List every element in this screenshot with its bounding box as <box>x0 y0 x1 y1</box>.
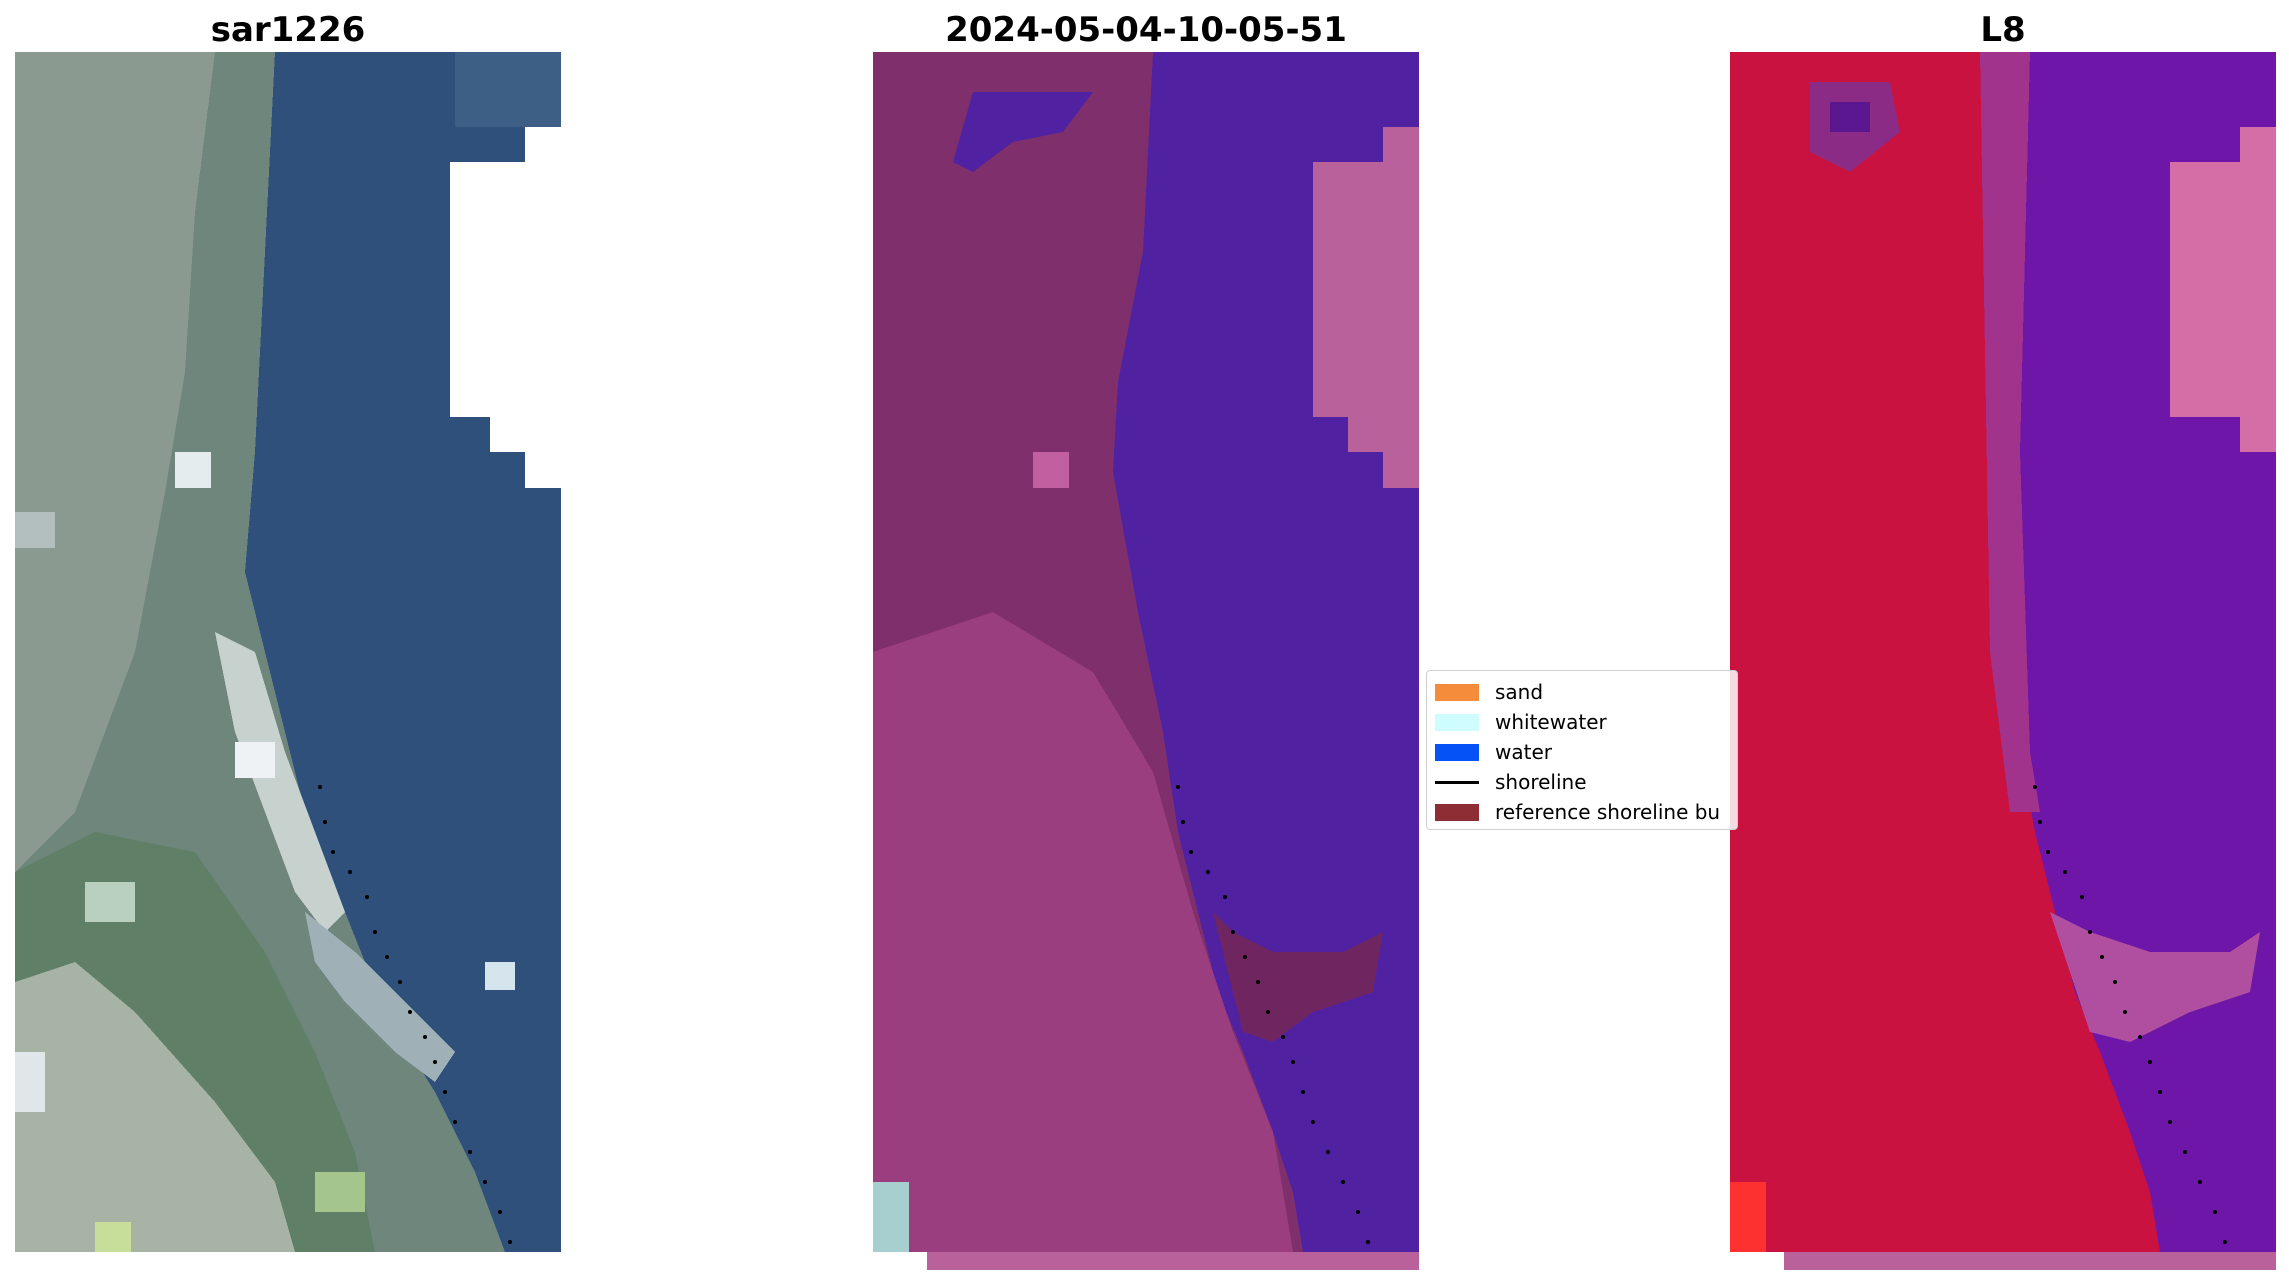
legend-label-reference-shoreline: reference shoreline bu <box>1495 800 1721 824</box>
legend-swatch-water <box>1435 743 1479 761</box>
legend-item-shoreline: shoreline <box>1435 769 1587 795</box>
panel-title-rgb: sar1226 <box>210 10 366 50</box>
panel-title-l8: L8 <box>1980 10 2026 50</box>
legend-swatch-sand <box>1435 683 1479 701</box>
legend-line-shoreline <box>1435 780 1479 784</box>
legend-label-whitewater: whitewater <box>1495 710 1607 734</box>
legend-item-whitewater: whitewater <box>1435 709 1607 735</box>
rgb-image <box>15 52 561 1252</box>
panel-title-classification: 2024-05-04-10-05-51 <box>945 10 1347 50</box>
legend-label-shoreline: shoreline <box>1495 770 1587 794</box>
legend: sand whitewater water shoreline referenc… <box>1426 670 1738 830</box>
legend-label-sand: sand <box>1495 680 1544 704</box>
legend-swatch-reference-shoreline <box>1435 803 1479 821</box>
legend-item-reference-shoreline: reference shoreline bu <box>1435 799 1720 825</box>
legend-label-water: water <box>1495 740 1552 764</box>
legend-item-sand: sand <box>1435 679 1543 705</box>
classification-image <box>873 52 1419 1270</box>
legend-swatch-whitewater <box>1435 713 1479 731</box>
l8-image <box>1730 52 2276 1270</box>
legend-item-water: water <box>1435 739 1552 765</box>
